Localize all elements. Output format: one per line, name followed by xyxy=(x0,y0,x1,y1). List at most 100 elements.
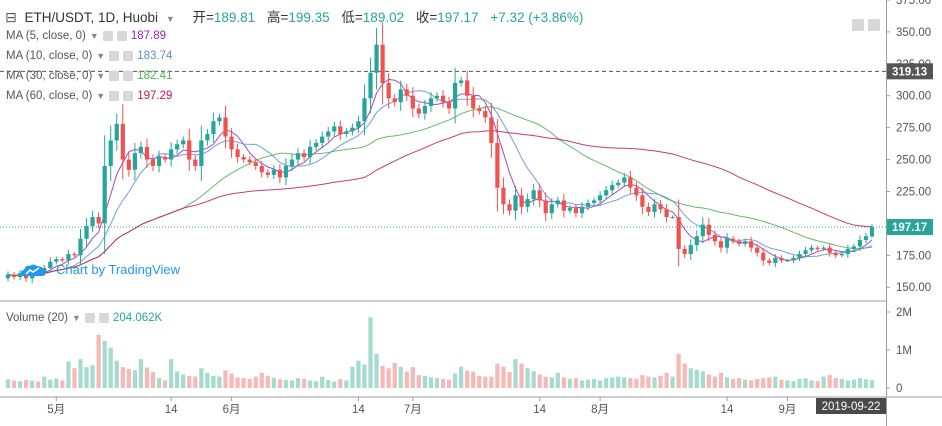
volume-bar xyxy=(452,373,458,388)
last-price-badge xyxy=(887,219,933,236)
symbol-label[interactable]: ETH/USDT, 1D, Huobi xyxy=(24,10,159,25)
candle-body xyxy=(827,247,832,253)
chevron-down-icon[interactable]: ▼ xyxy=(89,31,99,41)
candle-body xyxy=(803,250,808,255)
candle-body xyxy=(434,95,440,99)
candle-body xyxy=(646,206,651,212)
candle-body xyxy=(90,217,95,226)
settings-icon[interactable] xyxy=(84,313,95,323)
volume-bar xyxy=(392,362,397,388)
moving-average-lines xyxy=(7,78,873,277)
chevron-down-icon[interactable]: ▼ xyxy=(72,313,81,323)
volume-bar xyxy=(66,361,71,388)
candle-body xyxy=(688,245,693,255)
candle-body xyxy=(869,227,875,237)
high-number: 199.35 xyxy=(288,10,330,25)
ma5-value: 187.89 xyxy=(130,30,166,42)
candle-body xyxy=(338,126,343,135)
settings-icon[interactable] xyxy=(102,31,113,41)
volume-bar xyxy=(5,379,11,388)
candle-body xyxy=(247,159,252,163)
candle-body xyxy=(175,144,180,150)
candle-body xyxy=(241,157,246,160)
low-value: 低=189.02 xyxy=(341,10,407,25)
candle-body xyxy=(144,146,150,160)
chevron-down-icon[interactable]: ▼ xyxy=(96,71,106,81)
price-tick-label: 250.00 xyxy=(896,155,931,167)
volume-bar xyxy=(138,359,144,388)
volume-bar xyxy=(634,378,639,388)
volume-bar xyxy=(48,379,53,388)
volume-bar xyxy=(616,376,621,388)
candle-body xyxy=(555,200,560,205)
volume-bar xyxy=(833,378,838,388)
volume-bar xyxy=(845,380,850,388)
volume-bar xyxy=(718,372,724,388)
volume-legend: Volume (20) ▼ 204.062K xyxy=(6,312,162,324)
volume-bar xyxy=(779,379,784,388)
close-icon[interactable] xyxy=(98,313,109,323)
volume-bar xyxy=(301,378,307,388)
volume-bar xyxy=(712,376,718,388)
volume-bar xyxy=(30,380,35,388)
volume-bar xyxy=(42,376,47,388)
time-tick-label: 6月 xyxy=(223,404,241,416)
candle-body xyxy=(761,252,766,261)
volume-bar xyxy=(54,378,59,388)
collapse-icon[interactable]: ⊟ xyxy=(5,9,17,25)
candle-body xyxy=(483,111,488,118)
candle-body xyxy=(295,153,301,160)
volume-bar xyxy=(205,372,210,388)
chevron-down-icon[interactable]: ▼ xyxy=(165,14,175,24)
candle-body xyxy=(664,209,669,218)
candle-body xyxy=(718,241,724,248)
candle-body xyxy=(229,136,234,150)
tradingview-branding[interactable]: Chart by TradingView xyxy=(20,262,180,277)
volume-bar xyxy=(175,371,180,388)
settings-icon[interactable] xyxy=(109,51,120,61)
candle-body xyxy=(259,165,264,173)
candle-body xyxy=(235,149,240,158)
ma60-label: MA (60, close, 0) xyxy=(6,90,93,102)
ma60-legend: MA (60, close, 0) ▼ 197.29 xyxy=(6,90,172,102)
candle-body xyxy=(271,169,276,175)
volume-bar xyxy=(235,377,240,388)
horizontal-marker-label: 319.13 xyxy=(892,66,927,78)
candle-body xyxy=(386,82,391,99)
chevron-down-icon[interactable]: ▼ xyxy=(96,51,106,61)
candle-body xyxy=(670,217,675,219)
volume-bar xyxy=(531,371,536,388)
current-date-label: 2019-09-22 xyxy=(822,401,881,413)
volume-bar xyxy=(664,372,669,388)
candle-body xyxy=(199,140,204,166)
close-icon[interactable] xyxy=(123,71,134,81)
volume-bar xyxy=(96,334,101,388)
volume-bar xyxy=(628,378,633,388)
close-label: 收= xyxy=(415,10,438,25)
close-icon[interactable] xyxy=(123,51,134,61)
volume-bar xyxy=(422,375,428,388)
candle-body xyxy=(108,140,113,166)
chevron-down-icon[interactable]: ▼ xyxy=(96,91,106,101)
settings-icon[interactable] xyxy=(109,91,120,101)
candle-body xyxy=(507,204,512,211)
settings-icon[interactable] xyxy=(109,71,120,81)
horizontal-marker-badge xyxy=(887,63,933,80)
candle-body xyxy=(585,202,591,207)
candle-body xyxy=(851,246,856,249)
candle-body xyxy=(465,80,470,96)
volume-bar xyxy=(597,380,603,388)
close-icon[interactable] xyxy=(123,91,134,101)
volume-bar xyxy=(344,380,349,388)
candle-body xyxy=(640,195,645,207)
candle-body xyxy=(138,146,144,154)
candle-body xyxy=(150,159,156,166)
volume-bar xyxy=(507,372,512,388)
volume-bar xyxy=(277,379,283,388)
close-icon[interactable] xyxy=(116,31,127,41)
candle-body xyxy=(712,234,718,242)
volume-bar xyxy=(543,376,548,388)
candle-body xyxy=(362,98,367,122)
volume-bar xyxy=(501,366,506,388)
